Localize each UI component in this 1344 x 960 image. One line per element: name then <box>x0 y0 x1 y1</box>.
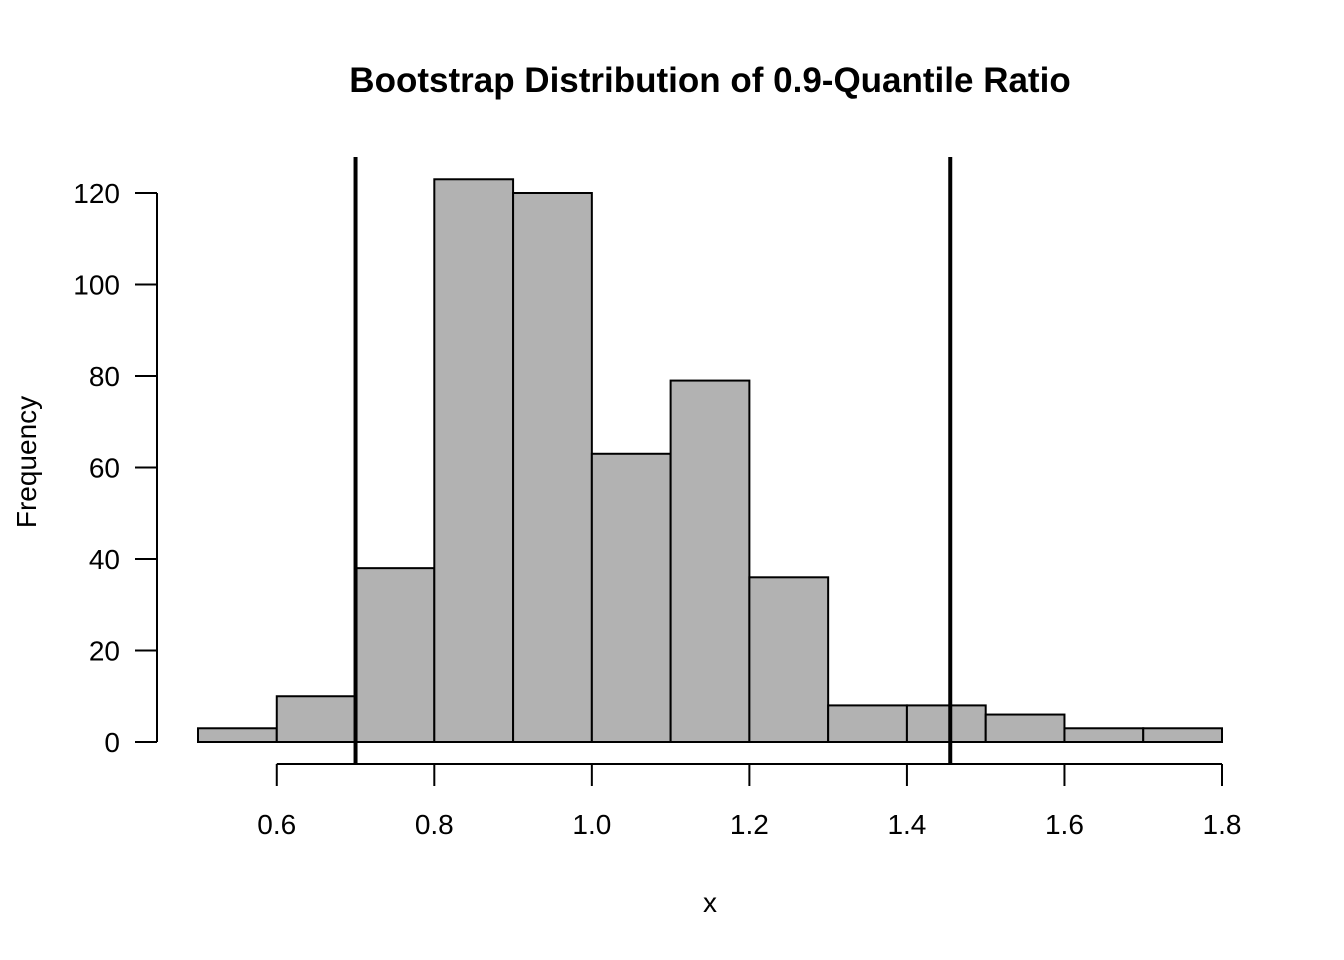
histogram-bar <box>905 704 987 744</box>
bars-group <box>197 178 1223 744</box>
histogram-bar <box>512 192 593 743</box>
histogram-bar <box>275 695 357 743</box>
chart-title: Bootstrap Distribution of 0.9-Quantile R… <box>349 61 1070 100</box>
histogram-bar <box>827 704 908 744</box>
x-tick-label: 1.6 <box>1045 809 1084 840</box>
reference-lines-group <box>353 157 953 765</box>
y-tick-label: 60 <box>89 453 120 484</box>
histogram-bar <box>1063 727 1145 744</box>
x-tick-label: 1.8 <box>1203 809 1242 840</box>
histogram-bar <box>590 452 672 743</box>
y-tick-label: 40 <box>89 544 120 575</box>
histogram-bar <box>197 727 278 744</box>
histogram-bar <box>984 713 1066 743</box>
x-tick-label: 0.6 <box>257 809 296 840</box>
x-axis-label: x <box>703 887 717 918</box>
x-tick-label: 1.0 <box>572 809 611 840</box>
x-tick-label: 1.4 <box>887 809 926 840</box>
histogram-bar <box>354 567 436 744</box>
y-axis-label: Frequency <box>11 396 42 528</box>
x-tick-label: 1.2 <box>730 809 769 840</box>
y-axis: 0 20 40 60 80 100 120 <box>73 178 158 758</box>
histogram-bar <box>433 178 515 743</box>
y-tick-label: 100 <box>73 270 120 301</box>
x-axis: 0.6 0.8 1.0 1.2 1.4 1.6 1.8 <box>257 763 1242 840</box>
y-tick-label: 80 <box>89 361 120 392</box>
x-tick-label: 0.8 <box>415 809 454 840</box>
y-tick-label: 120 <box>73 178 120 209</box>
histogram-bar <box>1142 727 1223 744</box>
histogram-bar <box>669 379 751 743</box>
y-tick-label: 20 <box>89 636 120 667</box>
y-tick-label: 0 <box>104 727 120 758</box>
histogram-bar <box>748 576 830 743</box>
